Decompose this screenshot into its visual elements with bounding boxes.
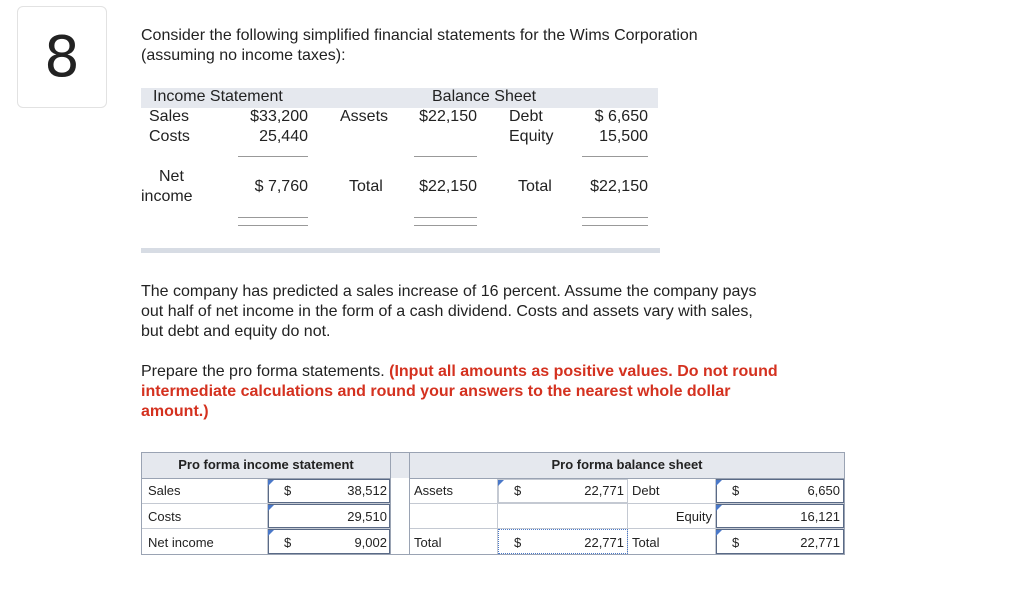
pf-sales-input[interactable] (268, 479, 390, 503)
answer-flag-icon (268, 505, 274, 511)
col-divider (715, 479, 716, 554)
pf-assets-input[interactable] (498, 479, 628, 503)
total-assets-value: $22,150 (419, 178, 477, 195)
intro-line-2: (assuming no income taxes): (141, 47, 346, 64)
pf-debt-label: Debt (632, 483, 660, 498)
answer-flag-icon (268, 530, 274, 536)
assets-label: Assets (340, 108, 389, 125)
net-label-2: income (141, 188, 193, 205)
assets-double-underline-2 (414, 225, 477, 226)
pf-net-income-label: Net income (148, 535, 214, 550)
instructions-line-1: Prepare the pro forma statements. (Input… (141, 362, 778, 382)
balance-sheet-header: Balance Sheet (432, 88, 537, 105)
pf-assets-label: Assets (414, 483, 454, 498)
answer-flag-icon (268, 480, 274, 486)
pf-sales-value: 38,512 (347, 483, 387, 498)
pf-equity-value: 16,121 (800, 509, 840, 524)
intro-line-1: Consider the following simplified financ… (141, 27, 698, 44)
pf-debt-dollar: $ (732, 483, 740, 498)
sales-value: $33,200 (250, 108, 308, 125)
net-double-underline-2 (238, 225, 308, 226)
pf-total-assets-dollar: $ (514, 535, 522, 550)
pro-forma-income-header: Pro forma income statement (178, 457, 354, 472)
pf-equity-input[interactable] (716, 504, 844, 528)
row-divider (142, 528, 390, 529)
pro-forma-header-bg (142, 453, 844, 478)
income-statement-header: Income Statement (153, 88, 283, 105)
paragraph-line-2: out half of net income in the form of a … (141, 303, 753, 320)
equity-value: 15,500 (599, 128, 648, 145)
pf-net-income-value: 9,002 (354, 535, 387, 550)
instructions-red-2: intermediate calculations and round your… (141, 383, 731, 400)
table-gap-column (390, 453, 410, 554)
pf-net-income-dollar: $ (284, 535, 292, 550)
col-divider (627, 479, 628, 554)
pf-total-liab-value: 22,771 (800, 535, 840, 550)
liab-double-underline-2 (582, 225, 648, 226)
paragraph-line-3: but debt and equity do not. (141, 323, 331, 340)
paragraph-line-1: The company has predicted a sales increa… (141, 283, 757, 300)
pf-total-liab-label: Total (632, 535, 660, 550)
liab-double-underline-1 (582, 217, 648, 218)
net-income-value: $ 7,760 (254, 178, 308, 195)
pf-total-liab-dollar: $ (732, 535, 740, 550)
total-liab-label: Total (518, 178, 552, 195)
sales-label: Sales (149, 108, 190, 125)
pf-debt-value: 6,650 (807, 483, 840, 498)
instructions-red-1: (Input all amounts as positive values. D… (389, 363, 778, 380)
pf-equity-label: Equity (675, 509, 712, 524)
costs-value: 25,440 (259, 128, 308, 145)
costs-underline (238, 156, 308, 157)
pf-total-assets-value: 22,771 (584, 535, 624, 550)
instructions-red-3: amount.) (141, 403, 209, 420)
instructions-lead: Prepare the pro forma statements. (141, 363, 385, 380)
pf-costs-label: Costs (148, 509, 182, 524)
pf-sales-dollar: $ (284, 483, 292, 498)
assets-value: $22,150 (419, 108, 477, 125)
pf-total-liab-input[interactable] (716, 529, 844, 554)
col-divider (497, 479, 498, 554)
answer-flag-icon (716, 480, 722, 486)
net-double-underline-1 (238, 217, 308, 218)
table-gap-header (390, 453, 410, 478)
pf-assets-dollar: $ (514, 483, 522, 498)
assets-underline (414, 156, 477, 157)
debt-value: $ 6,650 (594, 108, 648, 125)
row-divider (142, 503, 390, 504)
header-divider (142, 478, 844, 479)
assets-double-underline-1 (414, 217, 477, 218)
statements-bottom-bar (141, 248, 660, 253)
question-number: 8 (17, 6, 107, 108)
pf-total-assets-cell (498, 529, 628, 554)
net-label-1: Net (159, 168, 184, 185)
answer-flag-icon (716, 505, 722, 511)
pf-sales-label: Sales (148, 483, 181, 498)
pf-costs-value: 29,510 (347, 509, 387, 524)
pf-assets-value: 22,771 (584, 483, 624, 498)
costs-label: Costs (149, 128, 190, 145)
pf-debt-input[interactable] (716, 479, 844, 503)
total-assets-label: Total (349, 178, 383, 195)
pro-forma-balance-header: Pro forma balance sheet (551, 457, 703, 472)
equity-label: Equity (509, 128, 554, 145)
pro-forma-table (141, 452, 845, 555)
pf-net-income-input[interactable] (268, 529, 390, 554)
col-divider (267, 479, 268, 554)
statements-header-bar (141, 88, 658, 108)
equity-underline (582, 156, 648, 157)
debt-label: Debt (509, 108, 543, 125)
pf-total-assets-label: Total (414, 535, 442, 550)
answer-flag-icon (498, 480, 504, 486)
answer-flag-icon (716, 530, 722, 536)
pf-costs-input[interactable] (268, 504, 390, 528)
total-liab-value: $22,150 (590, 178, 648, 195)
